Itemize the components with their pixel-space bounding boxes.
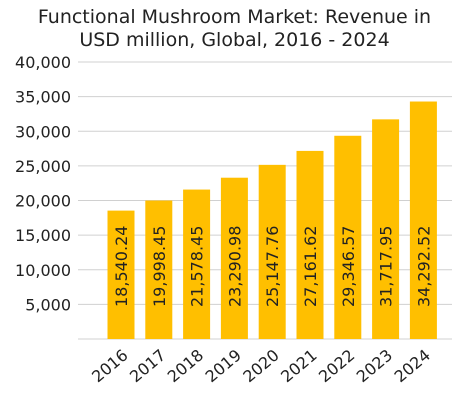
- y-tick-label: 5,000: [25, 295, 71, 314]
- bar-value-label: 27,161.62: [301, 226, 320, 307]
- bar: [183, 189, 211, 339]
- bar: [334, 135, 362, 339]
- bars: [107, 101, 437, 340]
- x-tick-label: 2024: [391, 346, 434, 387]
- y-tick-label: 25,000: [15, 157, 71, 176]
- chart-title: Functional Mushroom Market: Revenue in U…: [0, 6, 469, 52]
- bar: [372, 119, 400, 339]
- bar-value-label: 18,540.24: [112, 226, 131, 307]
- bar-value-label: 19,998.45: [150, 226, 169, 307]
- x-tick-label: 2018: [164, 346, 207, 387]
- y-tick-label: 40,000: [15, 53, 71, 72]
- y-tick-label: 15,000: [15, 226, 71, 245]
- chart-title-line-2: USD million, Global, 2016 - 2024: [79, 29, 390, 51]
- x-tick-label: 2019: [202, 346, 245, 387]
- data-labels: 18,540.24 19,998.45 21,578.45 23,290.98 25,1…: [112, 226, 433, 307]
- bar-value-label: 29,346.57: [339, 226, 358, 307]
- bar: [145, 200, 173, 339]
- y-tick-label: 10,000: [15, 261, 71, 280]
- bar-value-label: 34,292.52: [414, 226, 433, 307]
- x-tick-label: 2016: [88, 346, 131, 387]
- y-tick-label: 30,000: [15, 122, 71, 141]
- chart-title-line-1: Functional Mushroom Market: Revenue in: [37, 6, 432, 28]
- x-tick-label: 2022: [315, 346, 358, 387]
- bar-value-label: 21,578.45: [188, 226, 207, 307]
- bar: [409, 101, 437, 340]
- y-tick-label: 20,000: [15, 192, 71, 211]
- y-tick-label: 35,000: [15, 88, 71, 107]
- bar: [296, 150, 324, 339]
- bar-value-label: 23,290.98: [225, 226, 244, 307]
- x-tick-label: 2020: [239, 346, 282, 387]
- y-axis-ticks: 5,000 10,000 15,000 20,000 25,000 30,000 35,00…: [15, 53, 71, 314]
- bar: [107, 210, 135, 339]
- bar-value-label: 25,147.76: [263, 226, 282, 307]
- x-tick-label: 2021: [277, 346, 320, 387]
- bar-value-label: 31,717.95: [377, 226, 396, 307]
- x-tick-label: 2023: [353, 346, 396, 387]
- bar: [258, 164, 286, 339]
- x-tick-label: 2017: [126, 346, 169, 387]
- bar: [220, 177, 248, 339]
